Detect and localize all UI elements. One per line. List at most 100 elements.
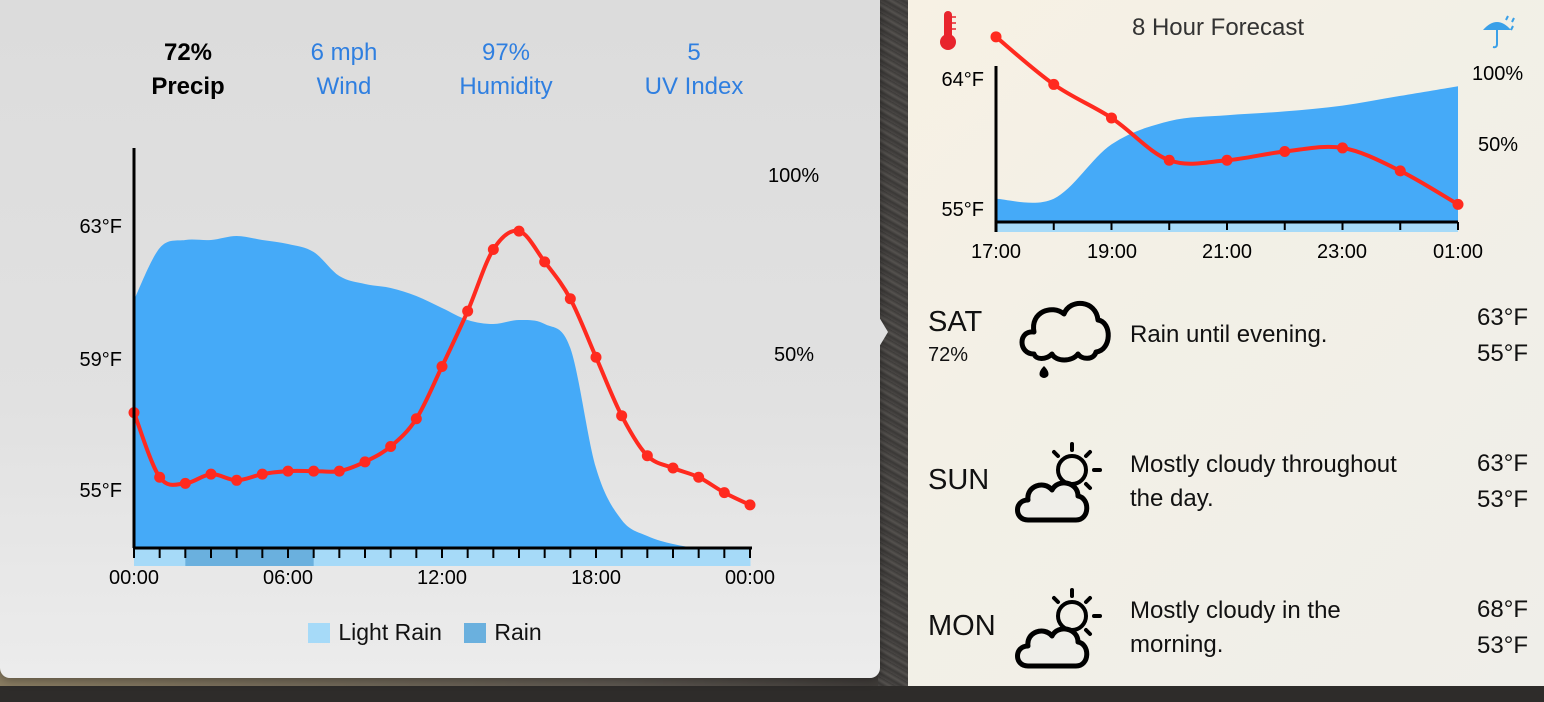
temperature-point xyxy=(1394,165,1406,177)
stat-humidity-tab[interactable]: 97% Humidity xyxy=(416,36,596,104)
legend-label: Light Rain xyxy=(338,619,442,645)
temperature-point xyxy=(462,305,474,317)
daily-row-mon[interactable]: MON Mostly cloudy in the morning. 68°F 5… xyxy=(908,582,1544,702)
daily-row-sun[interactable]: SUN Mostly cloudy throughout the day. 63… xyxy=(908,436,1544,556)
light-rain-segment xyxy=(493,548,520,566)
day-low-temp: 53°F xyxy=(1477,486,1528,513)
day-name: SAT xyxy=(928,306,983,338)
time-tick-label: 18:00 xyxy=(571,567,621,589)
daily-row-sat[interactable]: SAT 72% Rain until evening. 63°F 55°F xyxy=(908,290,1544,410)
temp-axis-label: 59°F xyxy=(80,349,122,371)
day-summary: Mostly cloudy in the morning. xyxy=(1130,597,1341,658)
stat-precip-value: 72% xyxy=(163,39,213,66)
temperature-point xyxy=(641,450,653,462)
temp-axis-label: 63°F xyxy=(80,216,122,238)
time-tick-label: 00:00 xyxy=(725,567,775,589)
temperature-point xyxy=(744,499,756,511)
stat-wind-tab[interactable]: 6 mph Wind xyxy=(254,36,434,104)
temperature-point xyxy=(282,465,294,477)
popover-arrow xyxy=(876,312,888,352)
rain-swatch xyxy=(464,622,487,643)
light-rain-segment xyxy=(698,548,725,566)
temperature-point xyxy=(513,225,525,237)
light-rain-segment xyxy=(467,548,494,566)
temperature-point xyxy=(693,471,705,483)
temp-axis-label: 55°F xyxy=(942,199,984,221)
temperature-point xyxy=(410,413,422,425)
temperature-point xyxy=(1221,154,1233,166)
time-tick-label: 21:00 xyxy=(1202,241,1252,263)
light-rain-segment xyxy=(519,548,546,566)
temperature-point xyxy=(385,440,397,452)
light-rain-segment xyxy=(442,548,469,566)
light-rain-segment xyxy=(365,548,392,566)
day-summary: Mostly cloudy throughout the day. xyxy=(1130,451,1397,512)
stat-wind-value: 6 mph xyxy=(310,39,378,66)
day-name: SUN xyxy=(928,464,990,496)
chart-legend: Light Rain Rain xyxy=(0,619,850,649)
stat-uv-tab[interactable]: 5 UV Index xyxy=(604,36,784,104)
partly-cloudy-icon xyxy=(1015,588,1102,669)
day-detail-popover: 72% Precip 6 mph Wind 97% Humidity 5 UV … xyxy=(0,0,880,678)
day-chart: 63°F 59°F 55°F 100% 50% 00:00 06:00 12:0… xyxy=(80,148,819,589)
umbrella-rain-icon[interactable] xyxy=(1480,12,1518,50)
temperature-point xyxy=(308,465,320,477)
light-rain-segment xyxy=(134,548,161,566)
light-rain-segment xyxy=(621,548,648,566)
stat-humidity-value: 97% xyxy=(481,39,531,66)
stat-precip-tab[interactable]: 72% Precip xyxy=(98,36,278,104)
legend-item-rain: Rain xyxy=(464,619,542,646)
temperature-point xyxy=(718,487,730,499)
temperature-point xyxy=(1452,198,1464,210)
temp-axis-label: 64°F xyxy=(942,69,984,91)
light-rain-segment xyxy=(313,548,340,566)
temperature-point xyxy=(539,256,551,268)
stat-precip-label: Precip xyxy=(151,73,225,100)
temperature-point xyxy=(436,360,448,372)
precip-axis-label: 50% xyxy=(1478,134,1518,156)
rain-cloud-icon xyxy=(1019,301,1111,378)
stat-humidity-label: Humidity xyxy=(459,73,553,100)
temperature-point xyxy=(1279,145,1291,157)
day-low-temp: 55°F xyxy=(1477,340,1528,367)
light-rain-segment xyxy=(416,548,443,566)
day-precip-chance: 72% xyxy=(928,344,969,366)
time-tick-label: 12:00 xyxy=(417,567,467,589)
forecast-title: 8 Hour Forecast xyxy=(1131,14,1305,41)
stat-uv-label: UV Index xyxy=(644,73,744,100)
time-tick-label: 06:00 xyxy=(263,567,313,589)
hourly-forecast-chart: 64°F 55°F 100% 50% 17:00 19:00 21:00 23:… xyxy=(942,31,1523,263)
rain-segment xyxy=(211,548,238,566)
forecast-panel: 8 Hour Forecast 64°F 55°F 100% 50% 17:00… xyxy=(908,0,1544,686)
temperature-point xyxy=(564,293,576,305)
legend-label: Rain xyxy=(494,619,542,645)
light-rain-swatch xyxy=(308,622,331,643)
stat-uv-value: 5 xyxy=(687,39,701,66)
temperature-point xyxy=(205,468,217,480)
temperature-point xyxy=(179,477,191,489)
day-high-temp: 68°F xyxy=(1477,596,1528,623)
thermometer-icon[interactable] xyxy=(938,10,958,52)
light-rain-segment xyxy=(159,548,186,566)
time-tick-label: 00:00 xyxy=(109,567,159,589)
temperature-point xyxy=(359,456,371,468)
temperature-point xyxy=(667,462,679,474)
time-tick-label: 23:00 xyxy=(1317,241,1367,263)
day-high-temp: 63°F xyxy=(1477,450,1528,477)
rain-segment xyxy=(185,548,212,566)
day-low-temp: 53°F xyxy=(1477,632,1528,659)
light-rain-segment xyxy=(339,548,366,566)
precip-axis-label: 50% xyxy=(774,344,814,366)
light-rain-segment xyxy=(647,548,674,566)
temp-axis-label: 55°F xyxy=(80,480,122,502)
day-summary: Rain until evening. xyxy=(1130,321,1328,348)
temperature-point xyxy=(231,474,243,486)
light-rain-segment xyxy=(673,548,700,566)
temperature-point xyxy=(487,244,499,256)
temperature-point xyxy=(990,31,1002,43)
precip-axis-label: 100% xyxy=(1472,63,1523,85)
light-rain-segment xyxy=(570,548,597,566)
precip-axis-label: 100% xyxy=(768,165,819,187)
temperature-point xyxy=(1337,142,1348,154)
precip-probability-area xyxy=(996,86,1458,222)
